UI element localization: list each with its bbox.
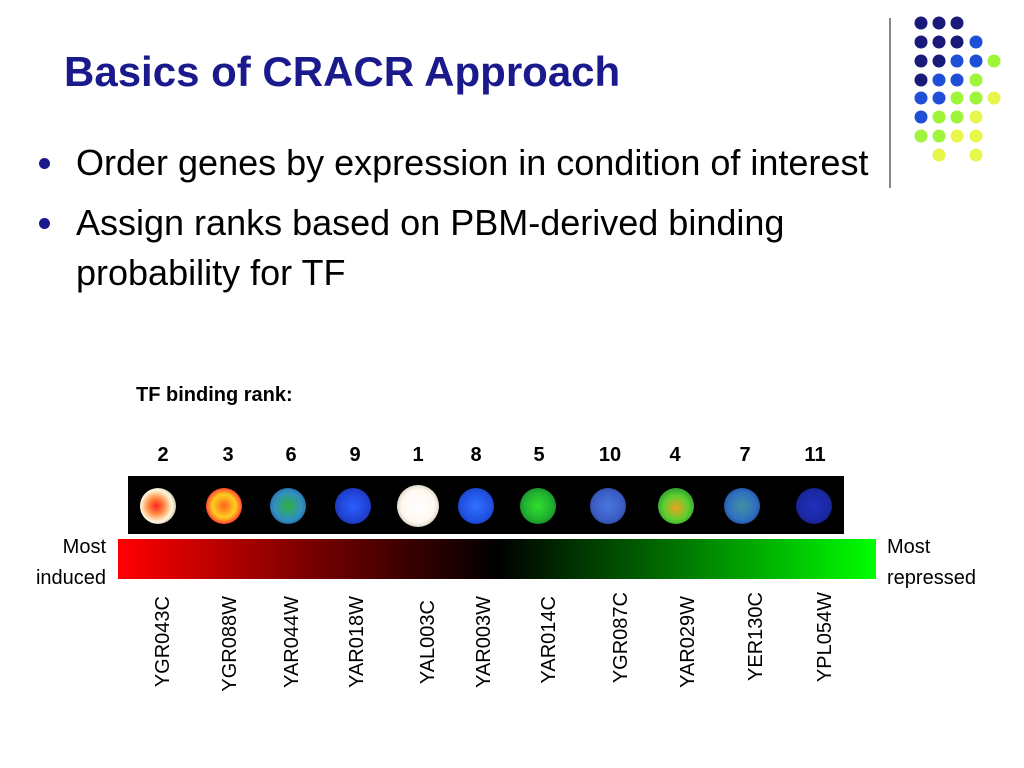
gene-label: YAR018W [346,596,368,688]
rank-number: 3 [222,444,234,466]
expression-spot [590,488,626,524]
bullet-list: Order genes by expression in condition o… [36,138,916,308]
gene-label: YAR044W [281,596,303,688]
microarray-spot-strip [128,476,844,534]
most-induced-label: Most induced [14,532,106,594]
bullet-item: Order genes by expression in condition o… [36,138,916,188]
gene-label: YER130C [745,592,767,681]
label-line: Most [62,536,106,558]
expression-spot [724,488,760,524]
gene-label: YGR087C [610,592,632,684]
expression-spot [796,488,832,524]
gene-label: YAR014C [538,596,560,684]
expression-spot [520,488,556,524]
bullet-text: Assign ranks based on PBM-derived bindin… [76,202,785,293]
rank-number: 10 [598,444,622,466]
expression-spot [658,488,694,524]
label-line: repressed [887,567,976,589]
rank-number: 2 [157,444,169,466]
expression-spot [397,485,439,527]
rank-number: 6 [285,444,297,466]
rank-number: 7 [739,444,751,466]
slide-title: Basics of CRACR Approach [64,48,621,95]
gene-label: YAL003C [417,600,439,685]
gene-label: YAR029W [677,596,699,688]
gene-label: YGR043C [152,596,174,688]
rank-number: 8 [470,444,482,466]
tf-binding-rank-label: TF binding rank: [136,384,293,406]
expression-spot [335,488,371,524]
expression-spot [458,488,494,524]
bullet-item: Assign ranks based on PBM-derived bindin… [36,198,916,298]
expression-gradient-bar [118,539,876,579]
expression-spot [140,488,176,524]
bullet-text: Order genes by expression in condition o… [76,142,869,183]
rank-number: 4 [669,444,681,466]
rank-number: 5 [533,444,545,466]
rank-number: 9 [349,444,361,466]
title-divider-line [889,18,891,188]
rank-number: 11 [804,444,826,466]
gene-label: YAR003W [473,596,495,688]
gene-label: YPL054W [814,592,836,683]
label-line: Most [887,536,931,558]
rank-number: 1 [412,444,424,466]
expression-spot [270,488,306,524]
expression-spot [206,488,242,524]
bullet-dot-icon [39,158,50,169]
bullet-dot-icon [39,218,50,229]
most-repressed-label: Most repressed [887,532,1017,594]
gene-label: YGR088W [219,596,241,692]
label-line: induced [35,567,106,589]
